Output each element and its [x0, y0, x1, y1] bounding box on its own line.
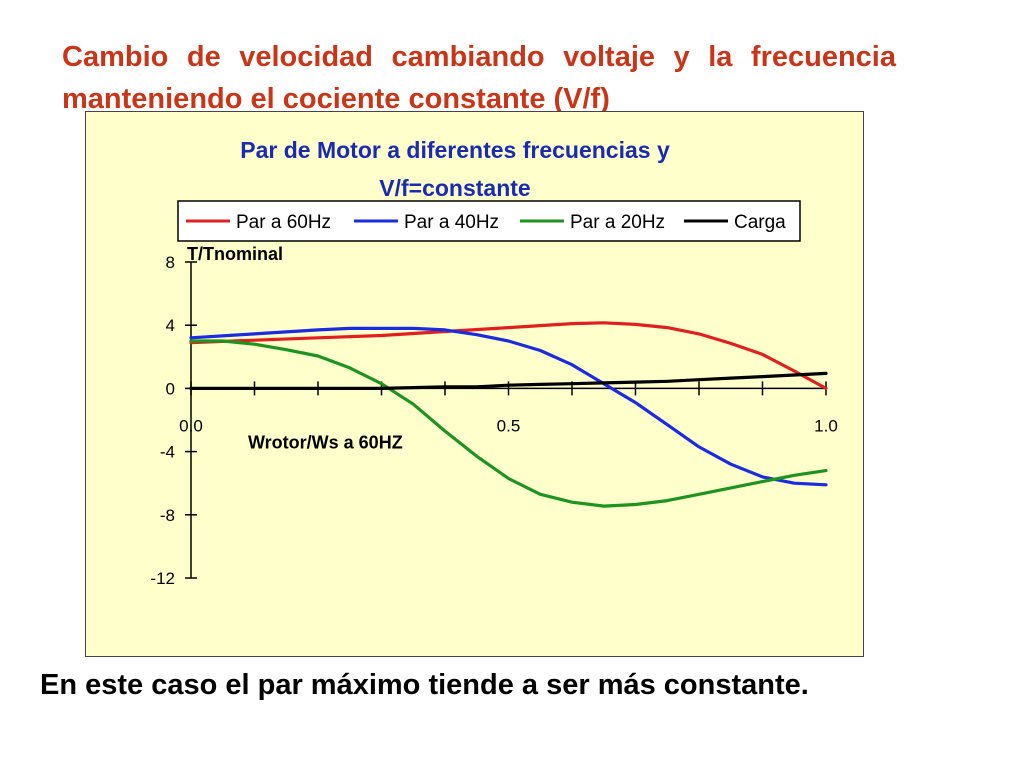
series-line	[189, 371, 828, 390]
chart-title-line: V/f=constante	[379, 175, 530, 201]
y-tick-label: -8	[160, 506, 175, 525]
legend-label: Par a 40Hz	[404, 212, 499, 233]
x-tick-label: 1.0	[814, 416, 838, 435]
y-tick-label: 4	[166, 316, 175, 335]
legend-label: Par a 20Hz	[570, 212, 665, 233]
torque-chart: Par de Motor a diferentes frecuencias y V…	[150, 137, 838, 588]
x-tick-label: 0.5	[497, 416, 521, 435]
y-tick-label: -12	[150, 569, 175, 588]
y-tick-label: 0	[166, 379, 175, 398]
series-line	[189, 326, 828, 487]
legend-label: Carga	[734, 212, 786, 233]
x-axis-title: Wrotor/Ws a 60HZ	[248, 432, 403, 452]
series-line	[189, 321, 828, 390]
y-axis-title: T/Tnominal	[187, 244, 283, 264]
slide-caption: En este caso el par máximo tiende a ser …	[40, 669, 809, 701]
slide-title: Cambio de velocidad cambiando voltaje y …	[62, 41, 896, 115]
y-tick-label: 8	[166, 253, 175, 272]
legend-label: Par a 60Hz	[236, 212, 331, 233]
chart-panel: Par de Motor a diferentes frecuencias y V…	[85, 111, 864, 657]
chart-title-line: Par de Motor a diferentes frecuencias y	[240, 137, 670, 163]
x-tick-label: 0.0	[179, 416, 203, 435]
y-tick-label: -4	[160, 443, 175, 462]
series-line	[189, 339, 828, 508]
